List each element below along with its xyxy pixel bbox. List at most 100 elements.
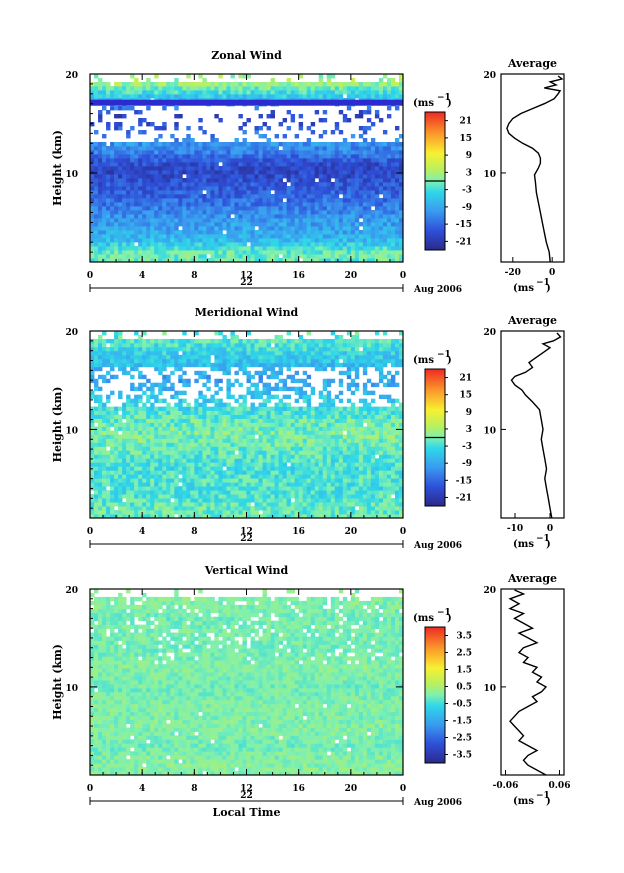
colorbar-tick-label: -9	[462, 203, 472, 213]
x-tick-label: 8	[191, 784, 197, 794]
colorbar-tick-label: 9	[466, 151, 472, 161]
y-axis-label: Height (km)	[51, 130, 64, 206]
jet-band	[90, 99, 403, 106]
x-tick-label: 16	[292, 784, 305, 794]
x-tick-label: 4	[139, 784, 145, 794]
profile-title: Average	[507, 314, 557, 327]
colorbar-tick-label: -15	[456, 220, 472, 230]
colorbar-tick-label: -21	[456, 237, 472, 247]
x-tick-label: 4	[139, 527, 145, 537]
profile-y-tick-label: 10	[483, 684, 496, 694]
colorbar-unit: (ms	[413, 98, 434, 109]
profile-unit-close: )	[546, 539, 551, 550]
profile-unit-close: )	[546, 283, 551, 294]
colorbar-unit: (ms	[413, 355, 434, 366]
panel-2: Meridional Wind 10 20 Height (km) 0 4 8 12 16 20 0…	[51, 306, 565, 551]
profile-unit-close: )	[546, 796, 551, 807]
profile-line	[510, 332, 562, 519]
profile-y-tick-label: 10	[483, 170, 496, 180]
profile-unit-exp: −1	[536, 278, 550, 288]
x-tick-label: 12	[240, 527, 253, 537]
colorbar-tick-label: -3.5	[453, 751, 472, 761]
profile-x-tick-label: 0	[547, 524, 553, 534]
x-tick-label: 0	[400, 527, 406, 537]
y-axis-label: Height (km)	[51, 644, 64, 720]
panel-title: Zonal Wind	[211, 49, 282, 62]
colorbar-tick-label: 1.5	[456, 666, 472, 676]
colorbar-tick-label: 3.5	[456, 632, 472, 642]
x-tick-label: 8	[191, 271, 197, 281]
profile-line	[508, 589, 548, 776]
colorbar-tick-label: -1.5	[453, 717, 472, 727]
profile-y-tick-label: 20	[483, 71, 496, 81]
x-tick-label: 20	[345, 784, 358, 794]
panel-1: Zonal Wind 10 20 Height (km) 0 4 8 12 16 20 0 22 Aug…	[51, 49, 565, 295]
colorbar-unit-close: )	[447, 98, 452, 109]
y-tick-label: 20	[65, 586, 78, 596]
panel-title: Meridional Wind	[195, 306, 299, 319]
profile-unit: (ms	[513, 796, 534, 807]
x-tick-label: 0	[87, 271, 93, 281]
profile-panel: Average 10 20 -10 0 (ms −1)	[483, 314, 565, 550]
x-tick-label: 12	[240, 784, 253, 794]
date-label: Aug 2006	[413, 285, 462, 295]
profile-y-tick-label: 20	[483, 586, 496, 596]
profile-frame	[500, 330, 565, 519]
colorbar	[424, 626, 446, 764]
y-tick-label: 10	[65, 426, 78, 436]
y-tick-label: 20	[65, 71, 78, 81]
day-label: 22	[240, 278, 253, 288]
x-tick-label: 16	[292, 271, 305, 281]
profile-title: Average	[507, 57, 557, 70]
profile-panel: Average 10 20 -20 0 (ms −1)	[483, 57, 565, 294]
x-tick-label: 0	[87, 784, 93, 794]
profile-unit: (ms	[513, 539, 534, 550]
profile-title: Average	[507, 572, 557, 585]
colorbar-tick-label: 0.5	[456, 683, 472, 693]
day-label: 22	[240, 534, 253, 544]
x-axis-title: Local Time	[213, 806, 281, 819]
profile-x-tick-label: -20	[505, 268, 521, 278]
colorbar-tick-label: 2.5	[456, 649, 472, 659]
profile-line	[506, 75, 564, 263]
date-label: Aug 2006	[413, 798, 462, 808]
colorbar-tick-label: 9	[466, 408, 472, 418]
profile-x-tick-label: -10	[507, 524, 523, 534]
colorbar-unit-exp: −1	[437, 350, 451, 360]
colorbar-tick-label: 3	[466, 168, 472, 178]
colorbar-tick-label: -9	[462, 459, 472, 469]
colorbar-tick-label: -3	[462, 442, 472, 452]
colorbar-unit-exp: −1	[437, 608, 451, 618]
panel-3: Vertical Wind 10 20 Height (km) 0 4 8 12 16 20 0 22…	[51, 564, 570, 819]
colorbar-unit-exp: −1	[437, 93, 451, 103]
colorbar-unit-close: )	[447, 613, 452, 624]
x-tick-label: 16	[292, 527, 305, 537]
profile-x-tick-label: 0	[549, 268, 555, 278]
colorbar-tick-label: 15	[459, 134, 472, 144]
profile-panel: Average 10 20 -0.06 0.06 (ms −1)	[483, 572, 570, 807]
profile-y-tick-label: 20	[483, 328, 496, 338]
colorbar-tick-label: 15	[459, 391, 472, 401]
colorbar-unit: (ms	[413, 613, 434, 624]
heatmap-cells	[90, 74, 404, 263]
panel-title: Vertical Wind	[204, 564, 289, 577]
day-label: 22	[240, 791, 253, 801]
date-label: Aug 2006	[413, 541, 462, 551]
profile-x-tick-label: 0.06	[549, 781, 571, 791]
x-tick-label: 20	[345, 527, 358, 537]
y-tick-label: 10	[65, 684, 78, 694]
heatmap-cells	[90, 331, 404, 519]
x-tick-label: 8	[191, 527, 197, 537]
y-axis-label: Height (km)	[51, 387, 64, 463]
x-tick-label: 0	[400, 271, 406, 281]
y-tick-label: 10	[65, 170, 78, 180]
profile-unit-exp: −1	[536, 791, 550, 801]
heatmap-cells	[90, 589, 404, 776]
colorbar-tick-label: 21	[459, 117, 472, 127]
profile-x-tick-label: -0.06	[493, 781, 519, 791]
x-tick-label: 4	[139, 271, 145, 281]
x-tick-label: 12	[240, 271, 253, 281]
colorbar-tick-label: -21	[456, 493, 472, 503]
colorbar-tick-label: 3	[466, 425, 472, 435]
